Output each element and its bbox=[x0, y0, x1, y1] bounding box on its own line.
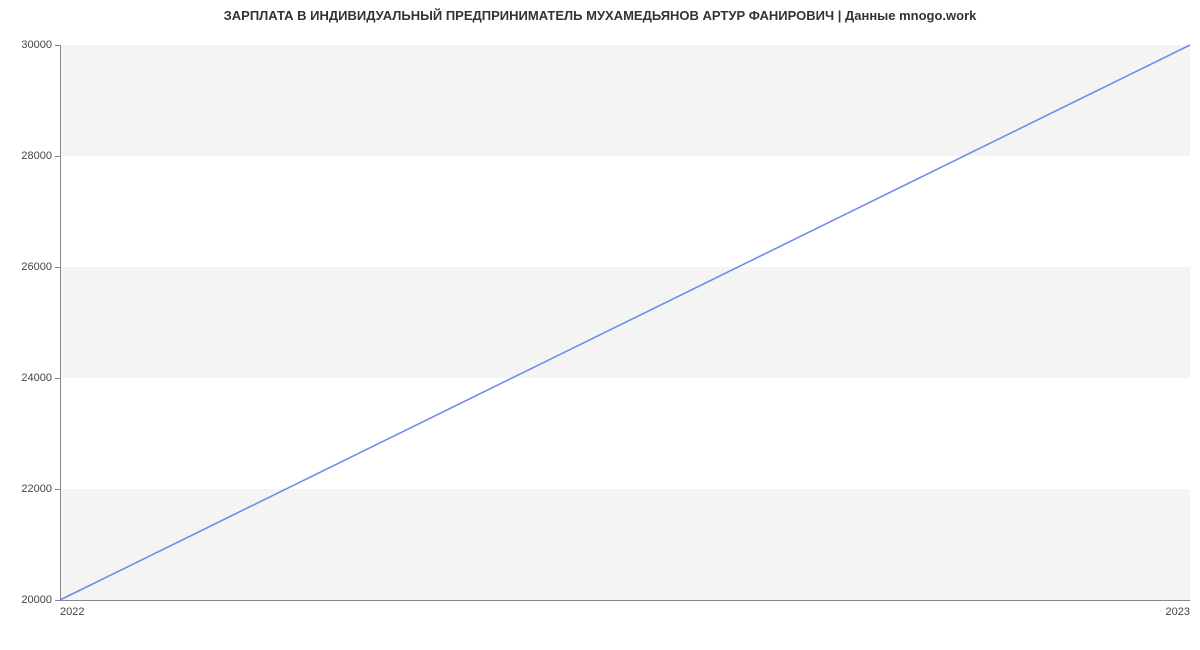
x-tick-label: 2022 bbox=[60, 600, 84, 618]
chart-title: ЗАРПЛАТА В ИНДИВИДУАЛЬНЫЙ ПРЕДПРИНИМАТЕЛ… bbox=[0, 8, 1200, 23]
series-layer bbox=[60, 45, 1190, 600]
plot-area: 20000220002400026000280003000020222023 bbox=[60, 45, 1190, 600]
salary-line-chart: ЗАРПЛАТА В ИНДИВИДУАЛЬНЫЙ ПРЕДПРИНИМАТЕЛ… bbox=[0, 0, 1200, 650]
series-salary bbox=[60, 45, 1190, 600]
x-tick-label: 2023 bbox=[1166, 600, 1190, 618]
x-axis-line bbox=[60, 600, 1190, 601]
